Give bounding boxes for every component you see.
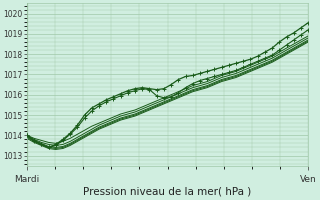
X-axis label: Pression niveau de la mer( hPa ): Pression niveau de la mer( hPa ) bbox=[84, 187, 252, 197]
